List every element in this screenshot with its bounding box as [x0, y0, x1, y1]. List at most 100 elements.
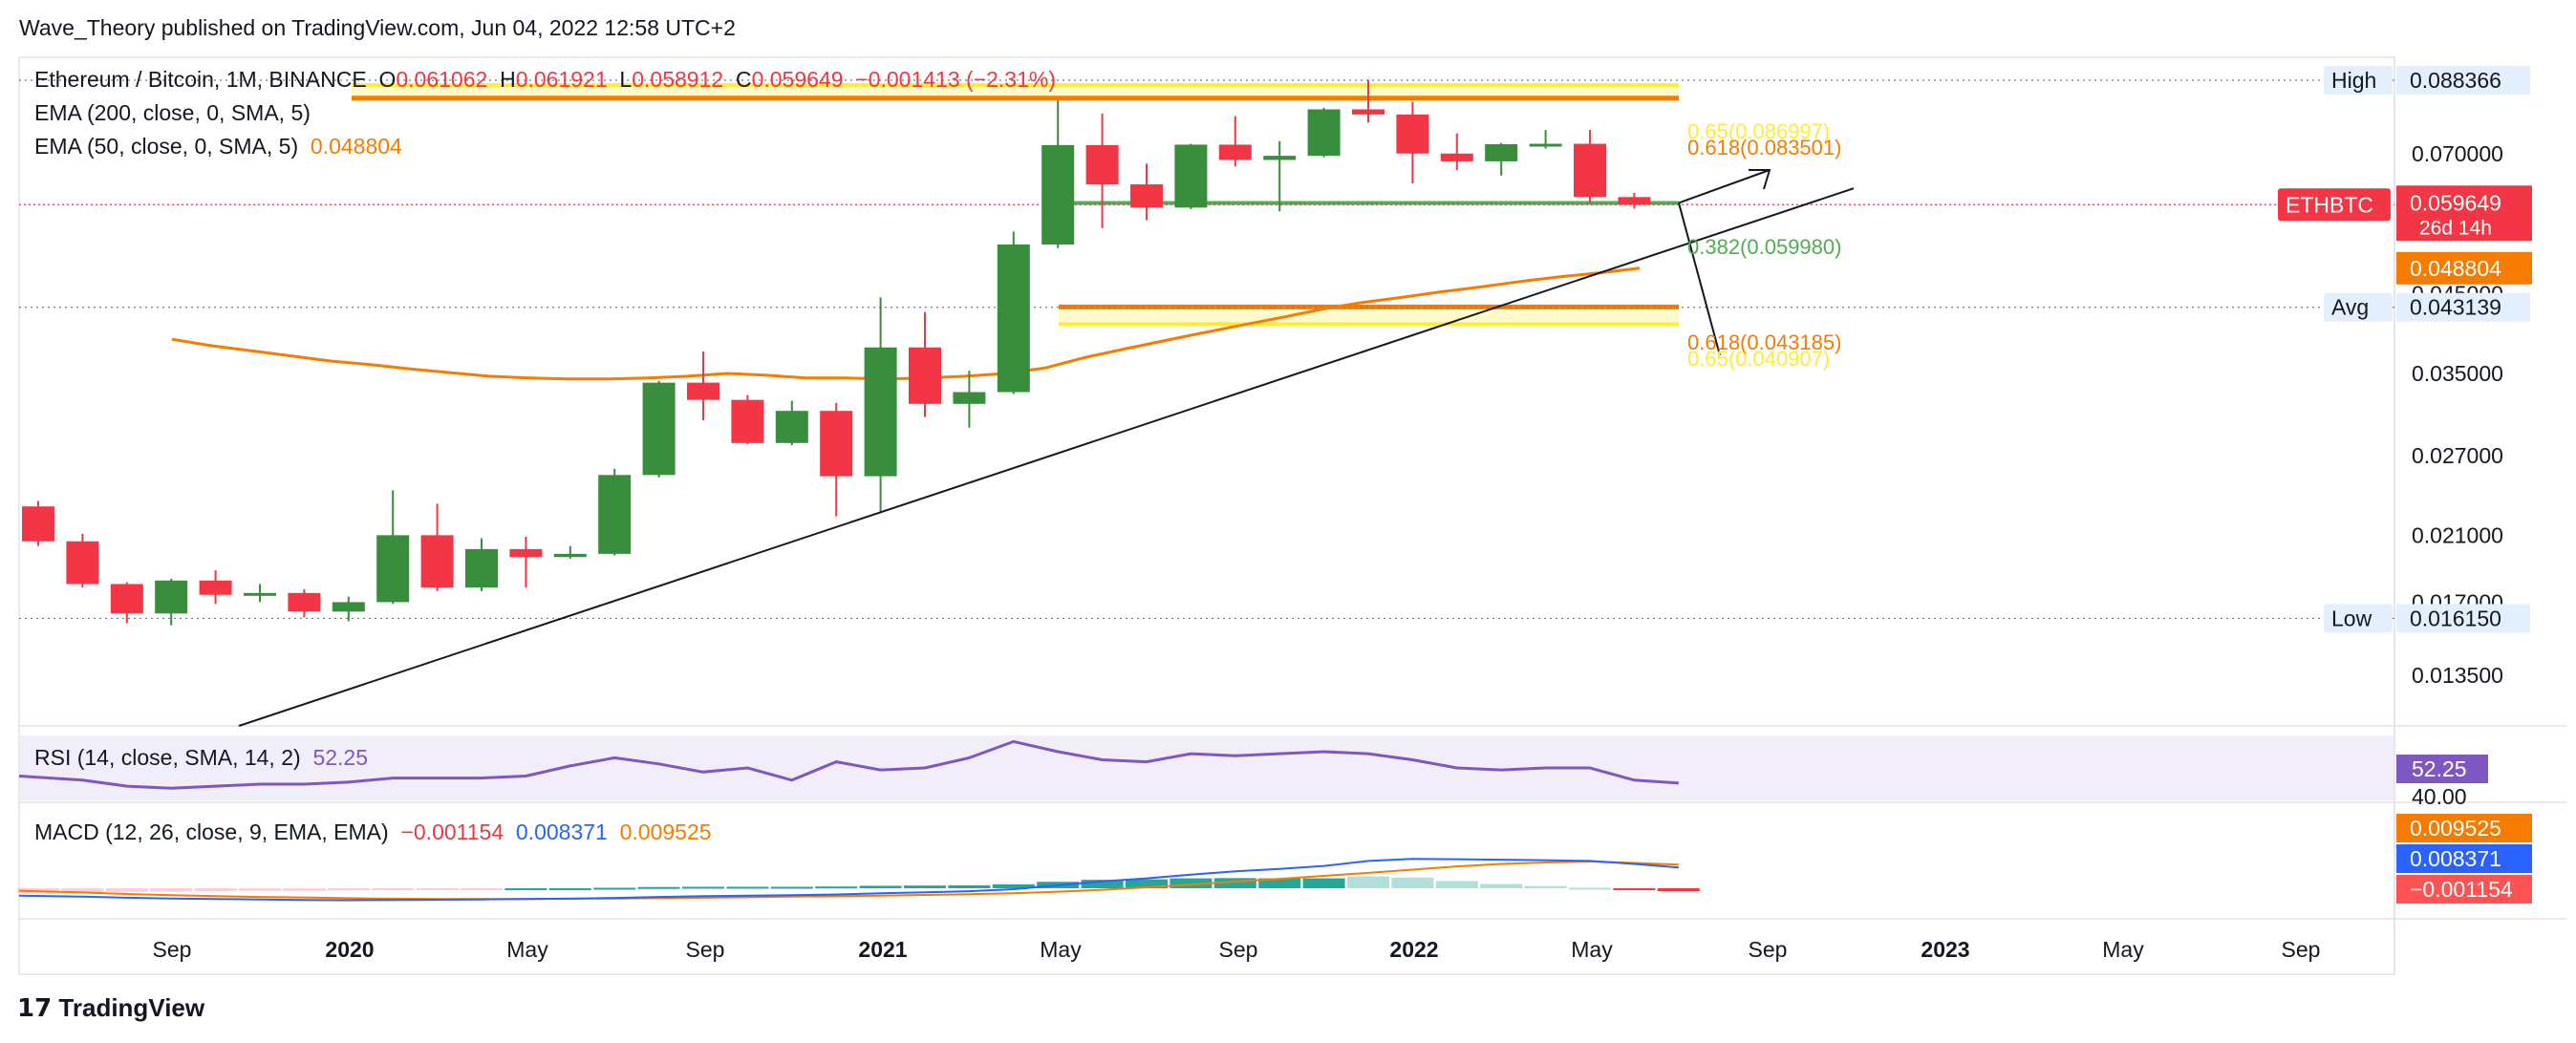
- macd-hist-bar: [1126, 879, 1168, 888]
- fib-label: 0.65(0.086997): [1687, 119, 1830, 143]
- level-tag-text: High: [2331, 68, 2376, 93]
- chart-frame: [18, 56, 2566, 975]
- time-tick: 2020: [325, 937, 374, 962]
- macd-hist-bar: [1213, 878, 1256, 888]
- macd-hist-bar: [948, 884, 991, 888]
- level-tag-avg: [2324, 292, 2393, 322]
- fib-label: 0.618(0.043185): [1687, 330, 1841, 354]
- candle-body: [1085, 144, 1119, 185]
- legend-rsi[interactable]: RSI (14, close, SMA, 14, 2) 52.25: [34, 745, 368, 771]
- rsi-value-box: [2396, 755, 2488, 783]
- candle-body: [1263, 156, 1297, 160]
- time-axis: Sep 2020 May Sep 2021 May Sep 2022 May Sep 2023 May…: [153, 937, 2321, 962]
- macd-hist-bar: [461, 888, 503, 890]
- price-tick: 0.013500: [2412, 663, 2503, 688]
- legend-macd[interactable]: MACD (12, 26, close, 9, EMA, EMA) −0.001…: [34, 820, 712, 845]
- fib-zones: [352, 83, 1679, 327]
- candles-layer: [22, 79, 1651, 626]
- time-tick: Sep: [686, 937, 725, 962]
- c-value: 0.059649: [751, 67, 844, 92]
- ascending-trendline: [238, 187, 1855, 727]
- candle-body: [1485, 143, 1518, 161]
- macd-hist-bar: [1347, 876, 1389, 888]
- ema-value-text: 0.048804: [2410, 256, 2501, 281]
- time-tick: 2022: [1389, 937, 1438, 962]
- macd-hist-bar: [1081, 880, 1124, 888]
- candle-body: [332, 602, 365, 612]
- time-tick: May: [1571, 937, 1613, 962]
- upper-fib-zone-band: [352, 85, 1679, 98]
- candle-body: [199, 580, 232, 595]
- candle-body: [66, 541, 99, 585]
- ema50-value: 0.048804: [310, 134, 402, 159]
- projection-down-line: [1678, 202, 1721, 356]
- level-value-box: [2396, 292, 2530, 322]
- tradingview-logo[interactable]: 𝟭𝟳 TradingView: [17, 993, 204, 1023]
- candle-body: [1218, 144, 1252, 160]
- macd-hist-bar: [239, 888, 281, 891]
- candle-body: [288, 592, 321, 612]
- fib-label: 0.382(0.059980): [1687, 235, 1841, 259]
- last-price-box: [2396, 185, 2532, 242]
- macd-hist-bar: [105, 888, 148, 892]
- candle-body: [1618, 197, 1651, 205]
- level-value-box: [2396, 65, 2530, 95]
- candle-body: [244, 592, 276, 596]
- ema50-line: [171, 266, 1641, 381]
- macd-hist-bar: [770, 886, 813, 889]
- price-tick: 0.070000: [2412, 141, 2503, 166]
- candle-body: [1574, 143, 1606, 198]
- macd-hist-bar: [1302, 878, 1345, 888]
- rsi-value-text: 52.25: [2412, 756, 2467, 781]
- candle-body: [553, 553, 587, 558]
- macd-hist-bar: [1569, 887, 1611, 890]
- rsi-line: [18, 739, 1679, 790]
- macd-hist-bar: [504, 888, 547, 890]
- macd-hist-bar: [1391, 877, 1434, 888]
- projection-up-line: [1678, 169, 1771, 204]
- macd-hist-bar: [416, 888, 459, 890]
- time-tick: 2021: [858, 937, 907, 962]
- price-tick: 0.021000: [2412, 522, 2503, 547]
- macd-hist-bar: [283, 888, 326, 891]
- level-value-box: [2396, 604, 2530, 633]
- time-tick: May: [2102, 937, 2144, 962]
- level-value-text: 0.016150: [2410, 606, 2501, 630]
- ema-layer: [171, 266, 1641, 381]
- legend-ema200[interactable]: EMA (200, close, 0, SMA, 5): [34, 100, 311, 126]
- macd-hist-bar: [682, 886, 724, 889]
- legend-ema50[interactable]: EMA (50, close, 0, SMA, 5) 0.048804: [34, 134, 402, 160]
- candle-body: [598, 475, 632, 554]
- time-tick: May: [1040, 937, 1082, 962]
- price-tick: 0.027000: [2412, 443, 2503, 468]
- macd-hist-bar: [1480, 883, 1523, 888]
- l-label: L: [619, 67, 633, 92]
- candle-body: [420, 535, 454, 588]
- macd-hist-bar: [1170, 878, 1213, 888]
- countdown: 26d 14h: [2419, 217, 2492, 239]
- time-tick: Sep: [1219, 937, 1258, 962]
- macd-hist-bar: [904, 885, 946, 888]
- h-value: 0.061921: [515, 67, 608, 92]
- macd-label: MACD (12, 26, close, 9, EMA, EMA): [34, 820, 389, 844]
- symbol-name: Ethereum / Bitcoin, 1M, BINANCE: [34, 67, 367, 92]
- level-value-text: 0.088366: [2410, 68, 2501, 93]
- tradingview-logo-icon: 𝟭𝟳: [17, 993, 53, 1022]
- candle-body: [110, 584, 143, 614]
- brand-name: TradingView: [58, 993, 205, 1022]
- h-label: H: [500, 67, 516, 92]
- macd-signal-value: 0.009525: [619, 820, 712, 844]
- rsi-label: RSI (14, close, SMA, 14, 2): [34, 745, 301, 770]
- candle-body: [687, 382, 719, 400]
- c-label: C: [735, 67, 752, 92]
- candle-body: [465, 548, 498, 588]
- l-value: 0.058912: [632, 67, 724, 92]
- macd-hist-bar: [1657, 888, 1700, 892]
- level-tag-high: [2324, 65, 2393, 95]
- macd-signal-box: [2396, 814, 2532, 842]
- macd-hist-box-text: −0.001154: [2410, 877, 2513, 902]
- rsi-value: 52.25: [312, 745, 369, 770]
- candle-body: [997, 244, 1030, 393]
- macd-hist-bar: [637, 886, 680, 889]
